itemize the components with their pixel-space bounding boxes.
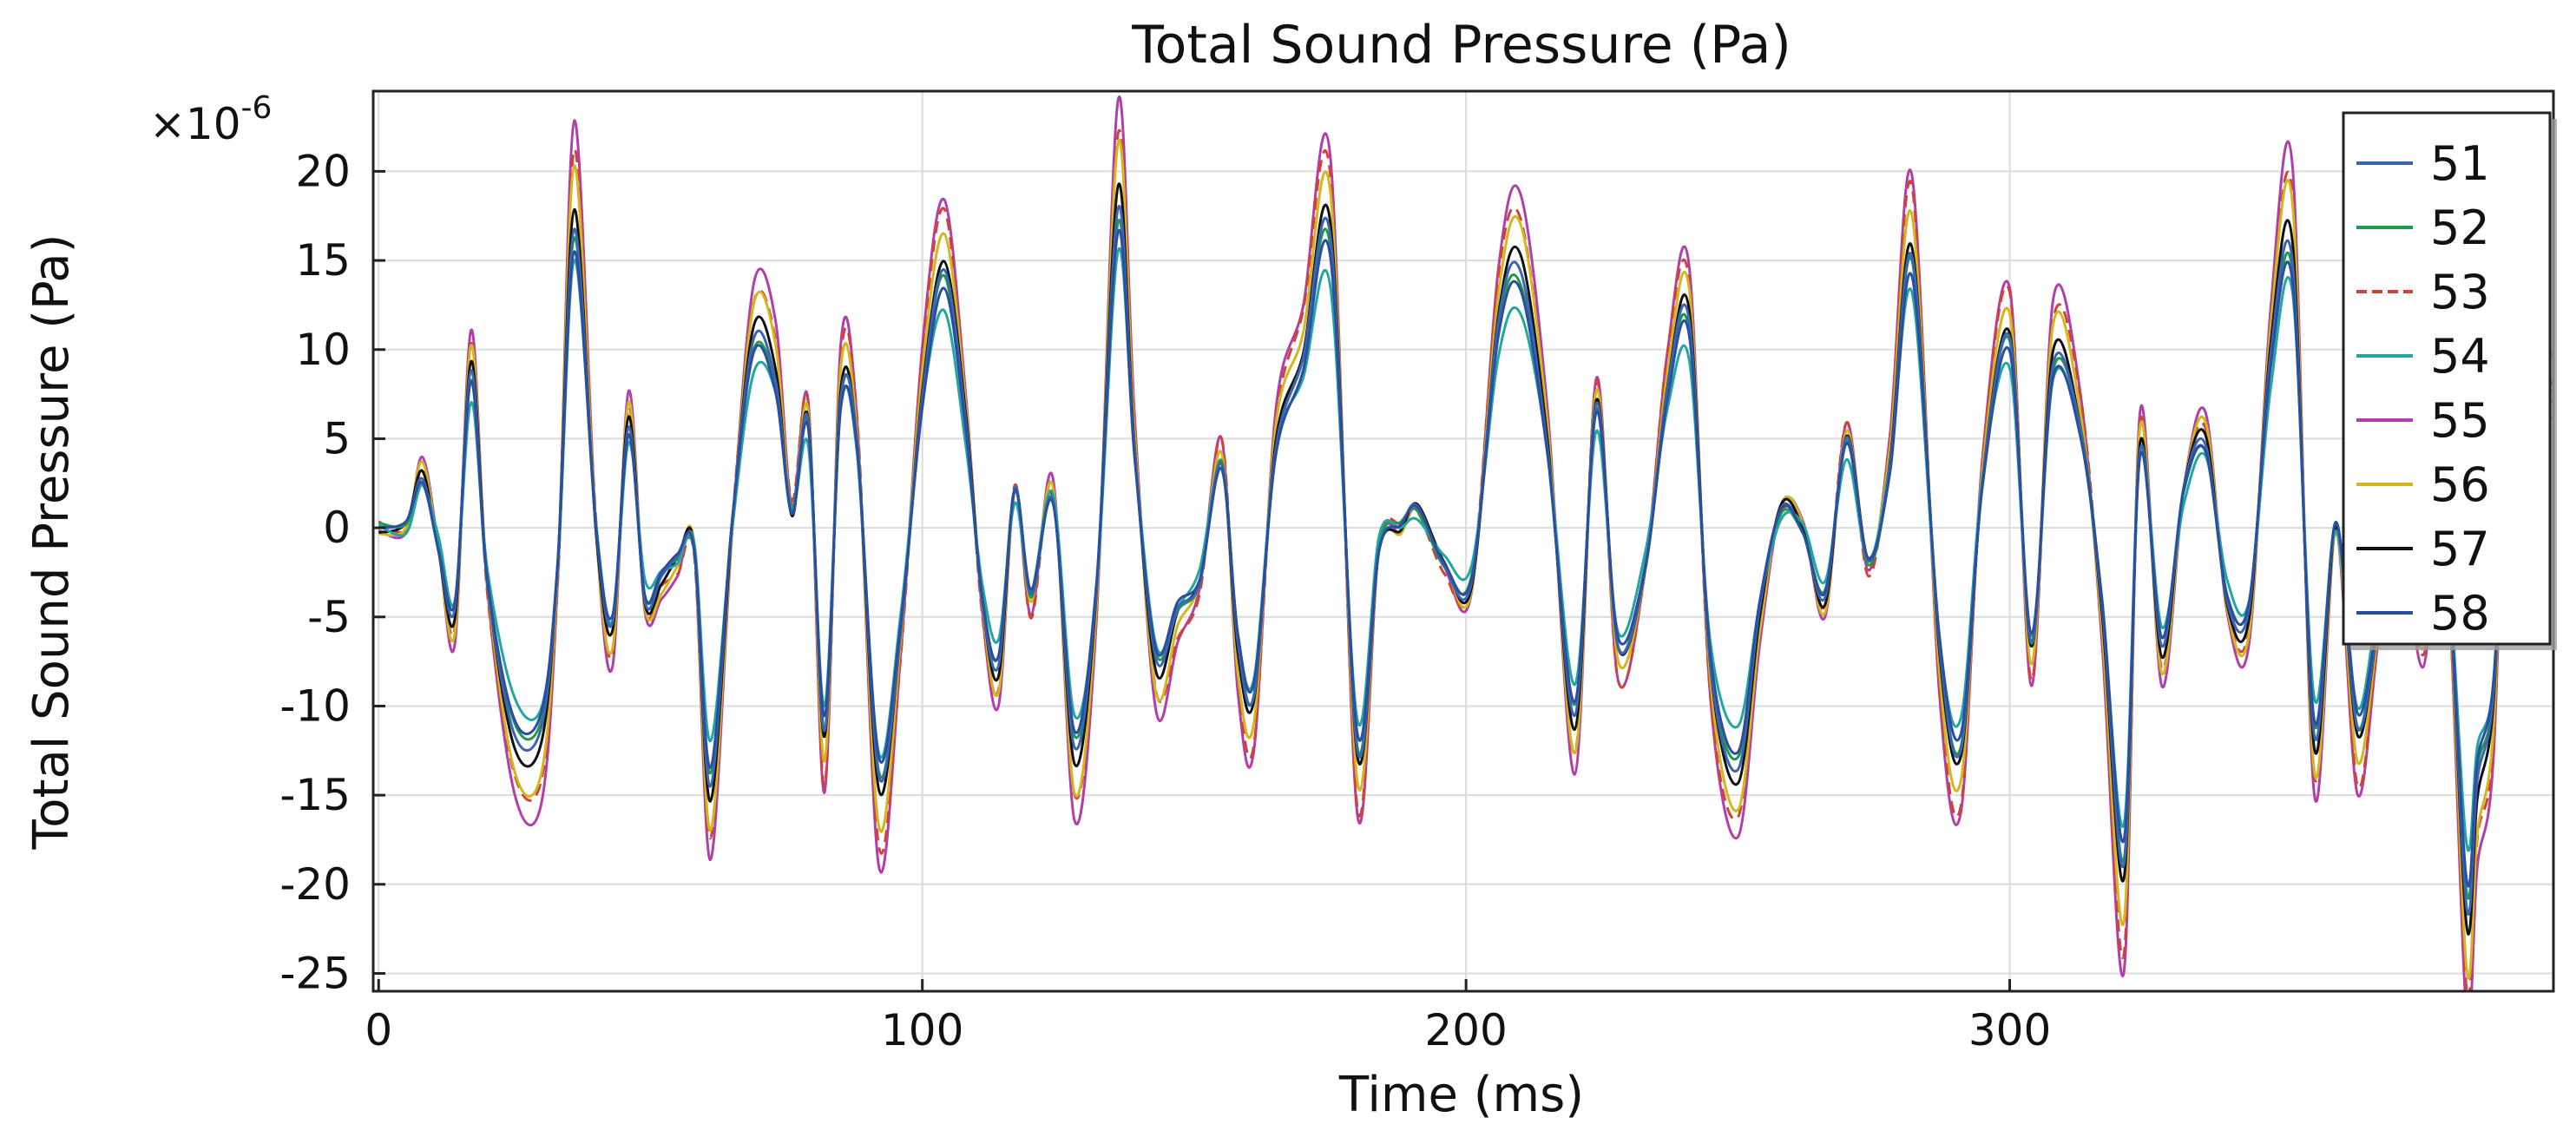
x-tick-label-3: 300 <box>1968 1005 2051 1055</box>
legend-label-55: 55 <box>2430 393 2490 448</box>
series-lines <box>378 95 2553 991</box>
y-axis-label: Total Sound Pressure (Pa) <box>23 234 80 851</box>
y-tick-label-1: -20 <box>279 859 351 910</box>
legend-label-52: 52 <box>2430 201 2490 255</box>
x-tick-label-0: 0 <box>365 1005 392 1055</box>
legend-label-54: 54 <box>2430 329 2490 384</box>
x-tick-label-1: 100 <box>881 1005 963 1055</box>
y-tick-label-0: -25 <box>279 948 351 998</box>
x-tick-label-2: 200 <box>1424 1005 1507 1055</box>
legend-label-57: 57 <box>2430 522 2490 576</box>
plot-frame <box>371 89 2555 993</box>
legend-label-51: 51 <box>2430 136 2490 191</box>
legend-box <box>2342 111 2552 646</box>
y-tick-label-3: -10 <box>279 680 351 731</box>
y-tick-label-8: 15 <box>295 235 351 286</box>
y-tick-label-2: -15 <box>279 770 351 820</box>
legend-label-56: 56 <box>2430 457 2490 512</box>
legend-label-53: 53 <box>2430 265 2490 319</box>
x-axis-label: Time (ms) <box>1338 1067 1584 1123</box>
y-tick-label-9: 20 <box>295 146 351 196</box>
chart-title: Total Sound Pressure (Pa) <box>1131 15 1791 76</box>
y-tick-label-6: 5 <box>323 413 351 464</box>
legend-label-58: 58 <box>2430 586 2490 641</box>
y-multiplier-label: ×10-6 <box>149 90 272 149</box>
axis-ticks: 0 100 200 300 -25 -20 -15 -10 -5 0 5 10 15 20 <box>279 146 2051 1055</box>
y-tick-label-4: -5 <box>307 592 351 642</box>
y-tick-label-5: 0 <box>323 503 351 553</box>
y-tick-label-7: 10 <box>295 325 351 375</box>
grid-lines <box>373 91 2553 991</box>
series-line-58 <box>378 228 2553 888</box>
legend: 51 52 53 54 55 56 57 58 <box>2342 111 2557 650</box>
